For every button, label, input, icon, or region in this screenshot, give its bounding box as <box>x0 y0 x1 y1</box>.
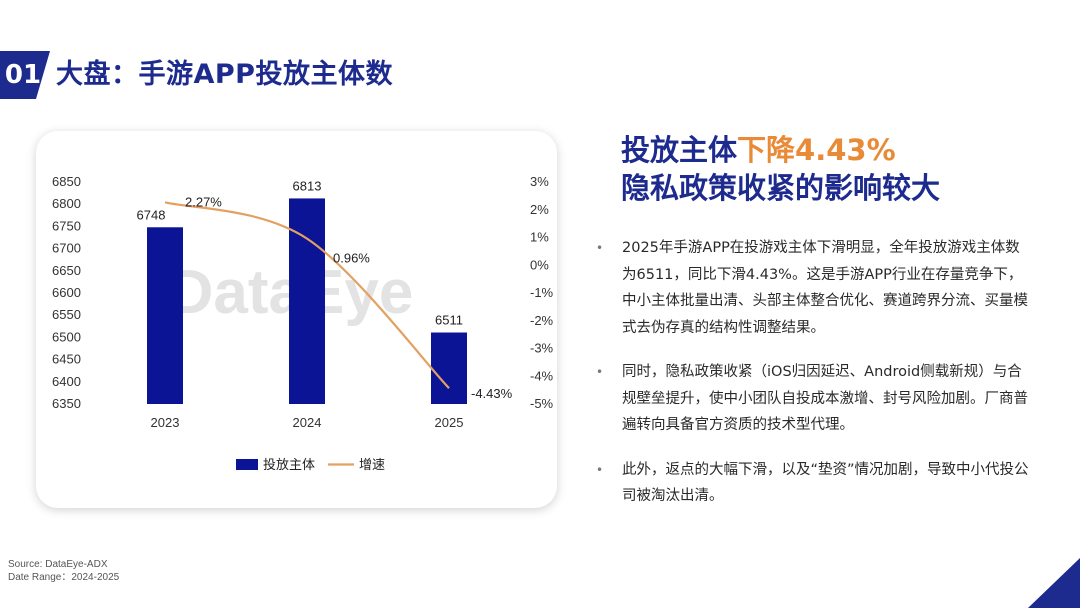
y-left-tick-label: 6800 <box>52 196 81 211</box>
bar-value-label: 6748 <box>137 207 166 222</box>
bullet-item: • 此外，返点的大幅下滑，以及“垫资”情况加剧，导致中小代投公司被淘汰出清。 <box>594 457 1034 510</box>
bullet-marker: • <box>596 365 604 379</box>
y-right-tick-label: -3% <box>530 341 554 356</box>
page-title: 大盘：手游APP投放主体数 <box>56 59 393 90</box>
legend-label-bar: 投放主体 <box>263 457 315 472</box>
bullet-marker: • <box>596 462 604 477</box>
y-right-tick-label: -4% <box>530 368 554 383</box>
corner-decoration <box>1028 558 1080 608</box>
date-range-line: Date Range：2024-2025 <box>8 571 120 583</box>
y-left-tick-label: 6550 <box>52 307 81 322</box>
bullet-text: 此外，返点的大幅下滑，以及“垫资”情况加剧，导致中小代投公司被淘汰出清。 <box>622 461 1029 505</box>
bar <box>431 332 467 404</box>
y-left-tick-label: 6750 <box>52 218 81 233</box>
y-right-tick-label: -2% <box>530 313 554 328</box>
bullet-marker: • <box>596 241 604 255</box>
bar-value-label: 6813 <box>293 178 322 193</box>
line-value-label: 2.27% <box>185 194 222 209</box>
growth-line <box>164 201 450 389</box>
headline-line-2: 隐私政策收紧的影响较大 <box>621 171 941 205</box>
chart-svg: DataEye685068006750670066506600655065006… <box>52 174 554 472</box>
y-right-tick-label: 3% <box>530 174 549 189</box>
headline-prefix: 投放主体 <box>621 133 738 167</box>
y-left-tick-label: 6850 <box>52 174 81 189</box>
headline: 投放主体下降4.43% 隐私政策收紧的影响较大 <box>621 131 1061 207</box>
legend-label-line: 增速 <box>359 457 385 472</box>
y-right-tick-label: 2% <box>530 202 549 217</box>
source-footer: Source: DataEye-ADX Date Range：2024-2025 <box>8 559 119 584</box>
x-tick-label: 2023 <box>151 415 180 430</box>
x-tick-label: 2024 <box>293 415 322 430</box>
line-value-label: 0.96% <box>333 251 370 266</box>
headline-accent: 下降4.43% <box>737 133 896 167</box>
y-left-tick-label: 6650 <box>52 263 81 278</box>
bar <box>147 227 183 404</box>
bullet-item: • 2025年手游APP在投游戏主体下滑明显，全年投放游戏主体数为6511，同比下… <box>594 235 1034 341</box>
bullet-text: 2025年手游APP在投游戏主体下滑明显，全年投放游戏主体数为6511，同比下滑… <box>622 240 1028 336</box>
y-left-tick-label: 6350 <box>52 396 81 411</box>
y-left-tick-label: 6500 <box>52 329 81 344</box>
bar-value-label: 6511 <box>435 313 463 328</box>
legend-swatch-bar <box>236 459 258 470</box>
chart-card: DataEye685068006750670066506600655065006… <box>36 131 557 508</box>
bar <box>289 198 325 404</box>
bullet-item: • 同时，隐私政策收紧（iOS归因延迟、Android侧载新规）与合规壁垒提升，使… <box>594 359 1034 439</box>
y-left-tick-label: 6600 <box>52 285 81 300</box>
bullet-text: 同时，隐私政策收紧（iOS归因延迟、Android侧载新规）与合规壁垒提升，使中… <box>622 364 1028 433</box>
headline-line-1: 投放主体下降4.43% <box>621 131 1061 169</box>
y-left-tick-label: 6400 <box>52 374 81 389</box>
section-number: 01 <box>4 60 42 90</box>
line-value-label: -4.43% <box>471 386 513 401</box>
bullet-list: • 2025年手游APP在投游戏主体下滑明显，全年投放游戏主体数为6511，同比下… <box>594 235 1034 528</box>
y-right-tick-label: 0% <box>530 257 549 272</box>
y-right-tick-label: -5% <box>530 396 554 411</box>
y-left-tick-label: 6450 <box>52 352 81 367</box>
y-right-tick-label: 1% <box>530 230 549 245</box>
y-left-tick-label: 6700 <box>52 241 81 256</box>
x-tick-label: 2025 <box>435 415 464 430</box>
source-line: Source: DataEye-ADX <box>8 559 108 570</box>
y-right-tick-label: -1% <box>530 285 554 300</box>
